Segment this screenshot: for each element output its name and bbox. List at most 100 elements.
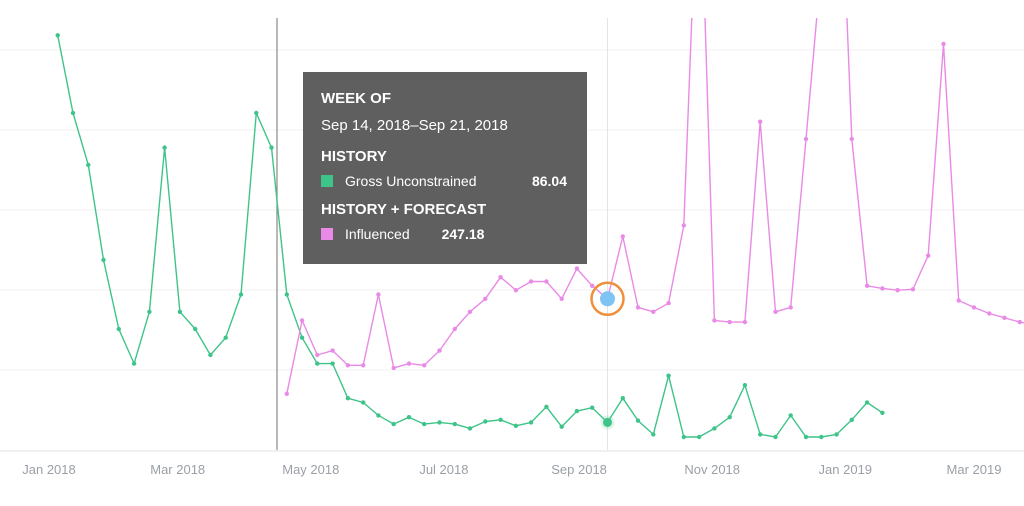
gross-point[interactable] xyxy=(422,421,427,427)
influenced-point[interactable] xyxy=(330,348,335,353)
gross-point[interactable] xyxy=(559,424,564,429)
gross-point[interactable] xyxy=(483,419,488,424)
influenced-point[interactable] xyxy=(926,253,931,258)
gross-point[interactable] xyxy=(635,418,641,423)
influenced-point[interactable] xyxy=(681,223,686,228)
gross-point[interactable] xyxy=(727,415,732,420)
influenced-point[interactable] xyxy=(620,234,625,239)
influenced-point[interactable] xyxy=(727,319,732,325)
gross-point[interactable] xyxy=(788,413,793,418)
influenced-point[interactable] xyxy=(1002,315,1007,320)
gross-point[interactable] xyxy=(467,426,473,431)
gross-point[interactable] xyxy=(590,405,595,410)
influenced-point[interactable] xyxy=(987,311,992,316)
gross-point[interactable] xyxy=(391,421,396,427)
gross-point[interactable] xyxy=(864,400,870,405)
gross-point[interactable] xyxy=(361,400,366,405)
influenced-point[interactable] xyxy=(437,348,442,353)
influenced-point[interactable] xyxy=(391,365,396,371)
influenced-point[interactable] xyxy=(941,41,946,47)
gross-point[interactable] xyxy=(193,326,198,332)
influenced-point[interactable] xyxy=(284,391,289,396)
gross-point[interactable] xyxy=(696,434,702,440)
influenced-point[interactable] xyxy=(559,296,564,301)
influenced-point[interactable] xyxy=(376,292,381,297)
influenced-point[interactable] xyxy=(864,283,870,288)
influenced-point[interactable] xyxy=(513,288,519,293)
gross-point[interactable] xyxy=(284,292,289,297)
influenced-point[interactable] xyxy=(971,305,977,310)
gross-point[interactable] xyxy=(544,404,549,409)
gross-point[interactable] xyxy=(574,408,580,414)
gross-point[interactable] xyxy=(528,420,534,425)
gross-point[interactable] xyxy=(177,309,183,314)
gross-point[interactable] xyxy=(498,417,503,422)
gross-point[interactable] xyxy=(681,434,686,440)
gross-point[interactable] xyxy=(742,383,748,388)
influenced-point[interactable] xyxy=(498,275,503,280)
gross-point[interactable] xyxy=(147,309,152,314)
influenced-point[interactable] xyxy=(406,361,412,366)
influenced-point[interactable] xyxy=(773,309,778,314)
gross-point[interactable] xyxy=(620,396,625,401)
influenced-point[interactable] xyxy=(345,363,351,368)
gross-point[interactable] xyxy=(299,335,305,340)
influenced-point[interactable] xyxy=(315,352,320,358)
influenced-hover-point[interactable] xyxy=(600,291,615,307)
influenced-point[interactable] xyxy=(803,136,809,142)
gross-point[interactable] xyxy=(315,361,320,366)
influenced-point[interactable] xyxy=(758,119,763,124)
influenced-point[interactable] xyxy=(452,326,457,332)
gross-point[interactable] xyxy=(712,426,717,431)
gross-point[interactable] xyxy=(666,373,671,378)
influenced-point[interactable] xyxy=(635,305,641,310)
influenced-point[interactable] xyxy=(742,319,748,325)
influenced-point[interactable] xyxy=(574,266,580,271)
gross-point[interactable] xyxy=(513,423,519,428)
gross-point[interactable] xyxy=(819,434,824,440)
influenced-point[interactable] xyxy=(483,296,488,301)
gross-point[interactable] xyxy=(162,145,167,150)
influenced-point[interactable] xyxy=(651,309,656,314)
gross-point[interactable] xyxy=(452,421,457,427)
gross-point[interactable] xyxy=(208,352,213,358)
influenced-point[interactable] xyxy=(299,318,305,323)
gross-point[interactable] xyxy=(376,413,381,418)
influenced-point[interactable] xyxy=(1017,319,1022,325)
influenced-point[interactable] xyxy=(956,298,961,303)
gross-point[interactable] xyxy=(101,257,106,263)
gross-point[interactable] xyxy=(238,292,244,297)
gross-point[interactable] xyxy=(803,434,809,440)
gross-point[interactable] xyxy=(223,335,228,340)
influenced-point[interactable] xyxy=(895,288,900,293)
gross-point[interactable] xyxy=(70,110,76,116)
gross-point[interactable] xyxy=(834,432,839,437)
influenced-point[interactable] xyxy=(528,279,534,284)
influenced-point[interactable] xyxy=(590,283,595,288)
influenced-point[interactable] xyxy=(880,286,885,291)
gross-point[interactable] xyxy=(773,434,778,440)
influenced-point[interactable] xyxy=(422,363,427,368)
gross-point[interactable] xyxy=(55,33,60,38)
gross-hover-point[interactable] xyxy=(603,417,612,427)
gross-point[interactable] xyxy=(269,145,274,150)
influenced-point[interactable] xyxy=(788,305,793,310)
influenced-point[interactable] xyxy=(544,279,549,284)
influenced-point[interactable] xyxy=(849,136,854,142)
gross-point[interactable] xyxy=(849,417,854,422)
gross-point[interactable] xyxy=(131,361,137,366)
gross-point[interactable] xyxy=(345,396,351,401)
gross-point[interactable] xyxy=(880,410,885,415)
gross-point[interactable] xyxy=(406,415,412,420)
influenced-point[interactable] xyxy=(712,318,717,323)
gross-point[interactable] xyxy=(86,162,91,168)
gross-point[interactable] xyxy=(651,432,656,437)
influenced-point[interactable] xyxy=(467,309,473,314)
influenced-point[interactable] xyxy=(910,287,916,292)
gross-point[interactable] xyxy=(116,326,122,332)
gross-point[interactable] xyxy=(330,361,335,366)
gross-point[interactable] xyxy=(758,432,763,437)
gross-point[interactable] xyxy=(254,110,259,116)
influenced-point[interactable] xyxy=(361,363,366,368)
influenced-point[interactable] xyxy=(666,300,671,306)
